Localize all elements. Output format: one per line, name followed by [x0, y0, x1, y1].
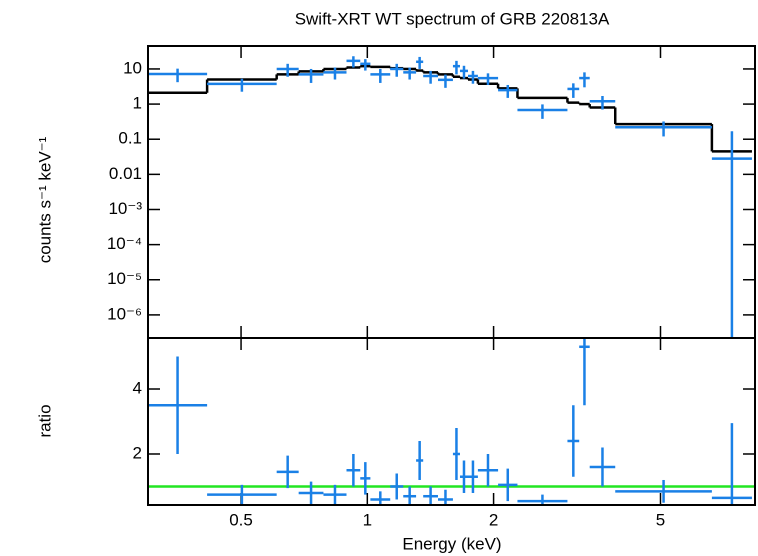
y-tick-label: 10⁻⁶ [107, 304, 142, 323]
x-tick-label: 1 [363, 510, 372, 529]
y-tick-label: 0.1 [118, 129, 142, 148]
x-tick-label: 0.5 [229, 510, 253, 529]
x-tick-label: 2 [489, 510, 498, 529]
y-tick-label: 0.01 [109, 164, 142, 183]
y-tick-label: 2 [133, 443, 142, 462]
y-axis-label: counts s⁻¹ keV⁻¹ [35, 136, 54, 263]
x-tick-label: 5 [656, 510, 665, 529]
y-tick-label: 4 [133, 378, 142, 397]
y-tick-label: 1 [133, 94, 142, 113]
y-axis-label: ratio [35, 404, 54, 437]
chart-title: Swift-XRT WT spectrum of GRB 220813A [295, 9, 610, 28]
plot-frame [147, 45, 756, 339]
y-tick-label: 10 [123, 58, 142, 77]
x-axis-label: Energy (keV) [402, 534, 501, 553]
plot-frame [147, 337, 756, 506]
y-tick-label: 10⁻³ [108, 199, 142, 218]
y-tick-label: 10⁻⁴ [107, 234, 142, 253]
y-tick-label: 10⁻⁵ [107, 269, 142, 288]
